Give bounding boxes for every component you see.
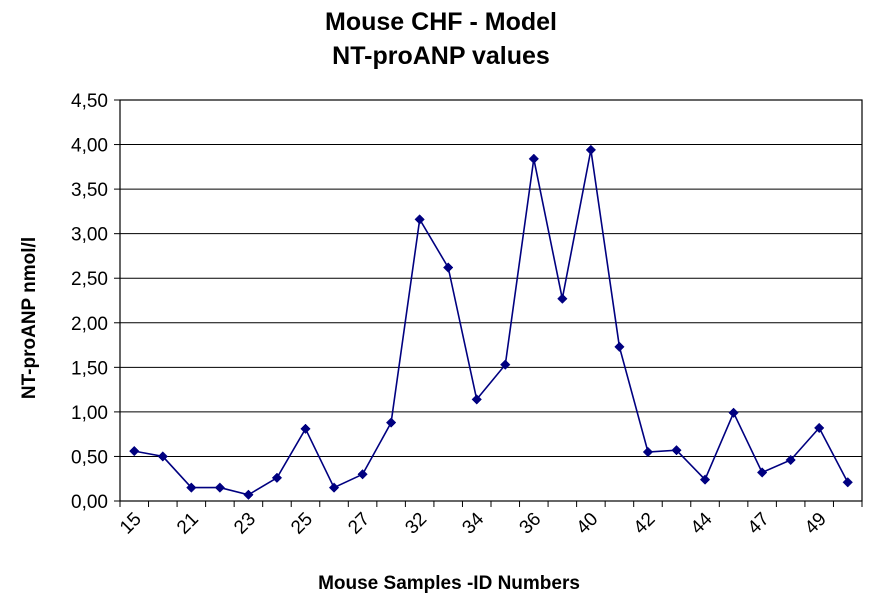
x-tick-label: 32 — [401, 509, 431, 539]
y-tick-label: 1,50 — [71, 358, 108, 379]
x-axis-title: Mouse Samples -ID Numbers — [318, 573, 580, 594]
y-tick-label: 3,50 — [71, 180, 108, 201]
x-axis-ticks: 15 21 23 25 27 32 34 36 40 42 44 47 49 — [116, 501, 863, 539]
data-point-marker — [186, 482, 197, 493]
data-point-marker — [699, 474, 711, 485]
data-point-marker — [585, 144, 597, 156]
data-point-marker — [385, 417, 397, 428]
y-tick-label: 2,00 — [71, 314, 108, 335]
data-point-marker — [471, 394, 482, 405]
data-point-marker — [328, 482, 340, 493]
x-tick-label: 27 — [344, 509, 374, 539]
data-point-marker — [785, 454, 796, 466]
data-point-marker — [271, 472, 283, 483]
y-tick-label: 0,00 — [71, 492, 108, 513]
data-point-marker — [243, 489, 254, 500]
x-tick-label: 47 — [744, 509, 774, 539]
data-point-marker — [557, 293, 568, 304]
y-tick-label: 3,00 — [71, 225, 108, 246]
y-tick-label: 4,50 — [71, 91, 108, 112]
x-tick-label: 40 — [573, 509, 603, 539]
gridlines — [120, 99, 862, 502]
data-point-marker — [443, 262, 454, 273]
x-tick-label: 42 — [630, 509, 660, 539]
data-point-marker — [528, 153, 539, 164]
data-point-marker — [129, 445, 140, 457]
data-point-marker — [357, 469, 368, 480]
data-point-marker — [414, 214, 425, 225]
x-tick-label: 25 — [287, 509, 317, 539]
series-line — [134, 149, 849, 496]
x-tick-label: 34 — [458, 508, 488, 538]
y-axis-title: NT-proANP nmol/l — [19, 237, 40, 399]
y-axis-ticks: 0,00 0,50 1,00 1,50 2,00 2,50 3,00 3,50 4,00 4,50 — [71, 91, 120, 513]
x-tick-label: 23 — [230, 509, 260, 539]
chart-title: Mouse CHF - Model — [325, 8, 557, 36]
data-series — [129, 144, 853, 500]
data-point-marker — [671, 445, 682, 456]
data-point-marker — [842, 477, 853, 488]
data-point-marker — [614, 341, 625, 352]
plot-area-frame — [119, 99, 863, 502]
y-tick-label: 2,50 — [71, 269, 108, 290]
x-tick-label: 49 — [801, 509, 831, 539]
x-tick-label: 21 — [173, 509, 203, 539]
data-point-marker — [214, 482, 226, 493]
data-point-marker — [500, 359, 511, 370]
chart-subtitle: NT-proANP values — [332, 42, 550, 70]
data-point-marker — [642, 446, 654, 458]
data-point-marker — [756, 467, 768, 478]
data-point-marker — [814, 422, 825, 434]
x-tick-label: 36 — [516, 509, 546, 539]
data-point-marker — [300, 423, 311, 434]
y-tick-label: 4,00 — [71, 136, 108, 157]
data-point-marker — [728, 407, 739, 418]
x-tick-label: 44 — [687, 508, 717, 538]
y-tick-label: 0,50 — [71, 447, 108, 468]
data-point-marker — [157, 451, 168, 462]
y-tick-label: 1,00 — [71, 403, 108, 424]
x-tick-label: 15 — [116, 509, 146, 539]
